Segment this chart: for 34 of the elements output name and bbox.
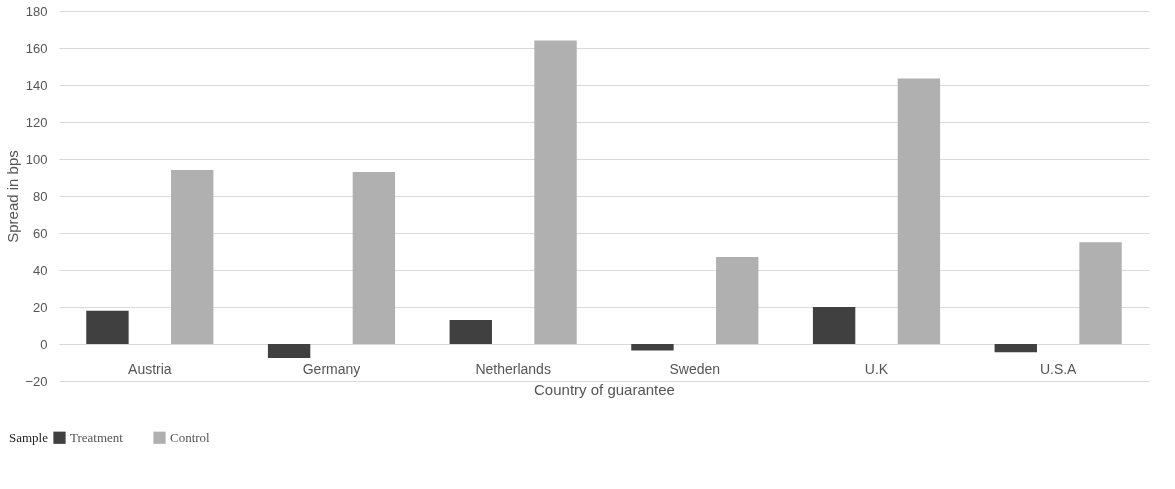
legend-title: Sample [9, 430, 49, 445]
bar [352, 171, 396, 344]
y-tick-label: 160 [25, 40, 48, 56]
bar [994, 344, 1037, 353]
legend-label: Control [170, 429, 211, 445]
bar [631, 344, 674, 351]
y-tick-label: −20 [25, 373, 48, 389]
bar [449, 319, 492, 344]
x-axis-title: Country of guarantee [534, 380, 675, 398]
x-tick-label: Germany [302, 360, 361, 377]
bar [86, 310, 129, 344]
y-axis-title: Spread in bps [4, 150, 22, 243]
legend-label: Treatment [70, 429, 124, 445]
bar [812, 307, 856, 344]
y-tick-label: 40 [33, 262, 48, 278]
bar [897, 78, 941, 344]
y-tick-label: 180 [25, 3, 48, 19]
bar [534, 40, 577, 344]
y-tick-label: 80 [33, 188, 48, 204]
x-tick-label: Netherlands [475, 360, 551, 377]
x-tick-label: Sweden [669, 360, 721, 377]
y-tick-label: 20 [33, 299, 48, 315]
bar [267, 344, 311, 358]
bar [716, 257, 759, 344]
y-tick-label: 100 [25, 151, 48, 167]
bar [1079, 242, 1122, 344]
x-tick-label: Austria [128, 360, 172, 377]
y-tick-label: 120 [25, 114, 48, 130]
x-tick-label: U.S.A [1039, 360, 1078, 377]
y-tick-label: 60 [33, 225, 48, 241]
x-tick-label: U.K [864, 360, 889, 377]
y-tick-label: 0 [40, 336, 48, 352]
y-tick-label: 140 [25, 77, 48, 93]
bar [171, 170, 214, 344]
